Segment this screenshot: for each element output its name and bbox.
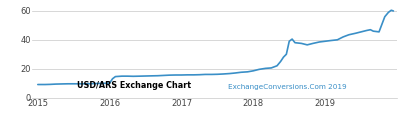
Text: USD/ARS Exchange Chart: USD/ARS Exchange Chart [77, 81, 191, 90]
Text: ExchangeConversions.Com 2019: ExchangeConversions.Com 2019 [228, 84, 347, 90]
